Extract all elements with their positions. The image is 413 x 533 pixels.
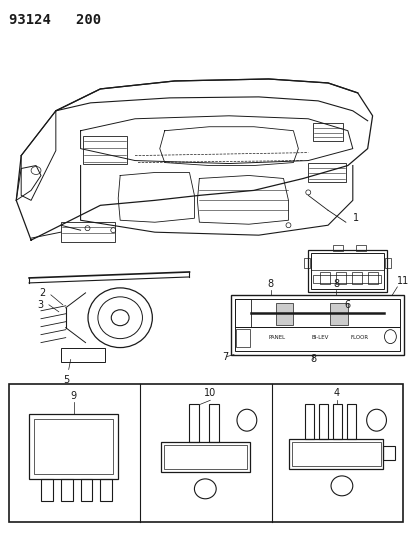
Bar: [318, 404, 327, 439]
Text: 8: 8: [309, 353, 316, 364]
Text: 8: 8: [267, 279, 273, 289]
Bar: [209, 404, 218, 442]
Bar: [163, 445, 246, 469]
Text: 2: 2: [39, 288, 45, 298]
Bar: [313, 275, 380, 283]
Bar: [382, 446, 394, 460]
Bar: [355, 245, 365, 251]
Bar: [319, 272, 329, 284]
Bar: [235, 329, 249, 346]
Bar: [385, 258, 390, 268]
Bar: [41, 479, 53, 501]
Text: 3: 3: [37, 300, 43, 310]
Bar: [34, 419, 113, 474]
Text: 5: 5: [63, 375, 69, 385]
Text: 8: 8: [332, 279, 338, 289]
Text: FLOOR: FLOOR: [350, 335, 368, 340]
Bar: [235, 327, 399, 351]
Bar: [304, 404, 313, 439]
Text: 6: 6: [344, 300, 350, 310]
Bar: [189, 404, 199, 442]
Text: 4: 4: [333, 389, 339, 398]
Bar: [61, 348, 105, 362]
Bar: [29, 414, 118, 479]
Text: BI-LEV: BI-LEV: [311, 335, 328, 340]
Bar: [332, 404, 341, 439]
Bar: [308, 163, 345, 182]
Bar: [367, 272, 377, 284]
Bar: [230, 295, 404, 354]
Bar: [313, 123, 342, 141]
Bar: [289, 439, 382, 469]
Text: PANEL: PANEL: [267, 335, 285, 340]
Bar: [160, 442, 249, 472]
Bar: [292, 442, 380, 466]
Bar: [100, 479, 112, 501]
Bar: [61, 479, 73, 501]
Text: 10: 10: [204, 389, 216, 398]
Text: 11: 11: [396, 276, 408, 286]
Bar: [351, 272, 361, 284]
Bar: [329, 303, 347, 325]
Text: 1: 1: [352, 213, 358, 223]
Bar: [308, 250, 387, 292]
Bar: [81, 479, 92, 501]
Bar: [275, 303, 293, 325]
Bar: [9, 384, 402, 522]
Bar: [304, 258, 309, 268]
Bar: [61, 222, 115, 242]
Bar: [82, 136, 127, 164]
Text: 93124   200: 93124 200: [9, 13, 101, 27]
Text: 7: 7: [221, 351, 228, 361]
Bar: [332, 245, 342, 251]
Bar: [335, 272, 345, 284]
Text: 9: 9: [71, 391, 76, 401]
Bar: [235, 299, 250, 327]
Bar: [346, 404, 355, 439]
Bar: [311, 253, 384, 289]
Bar: [235, 299, 399, 327]
